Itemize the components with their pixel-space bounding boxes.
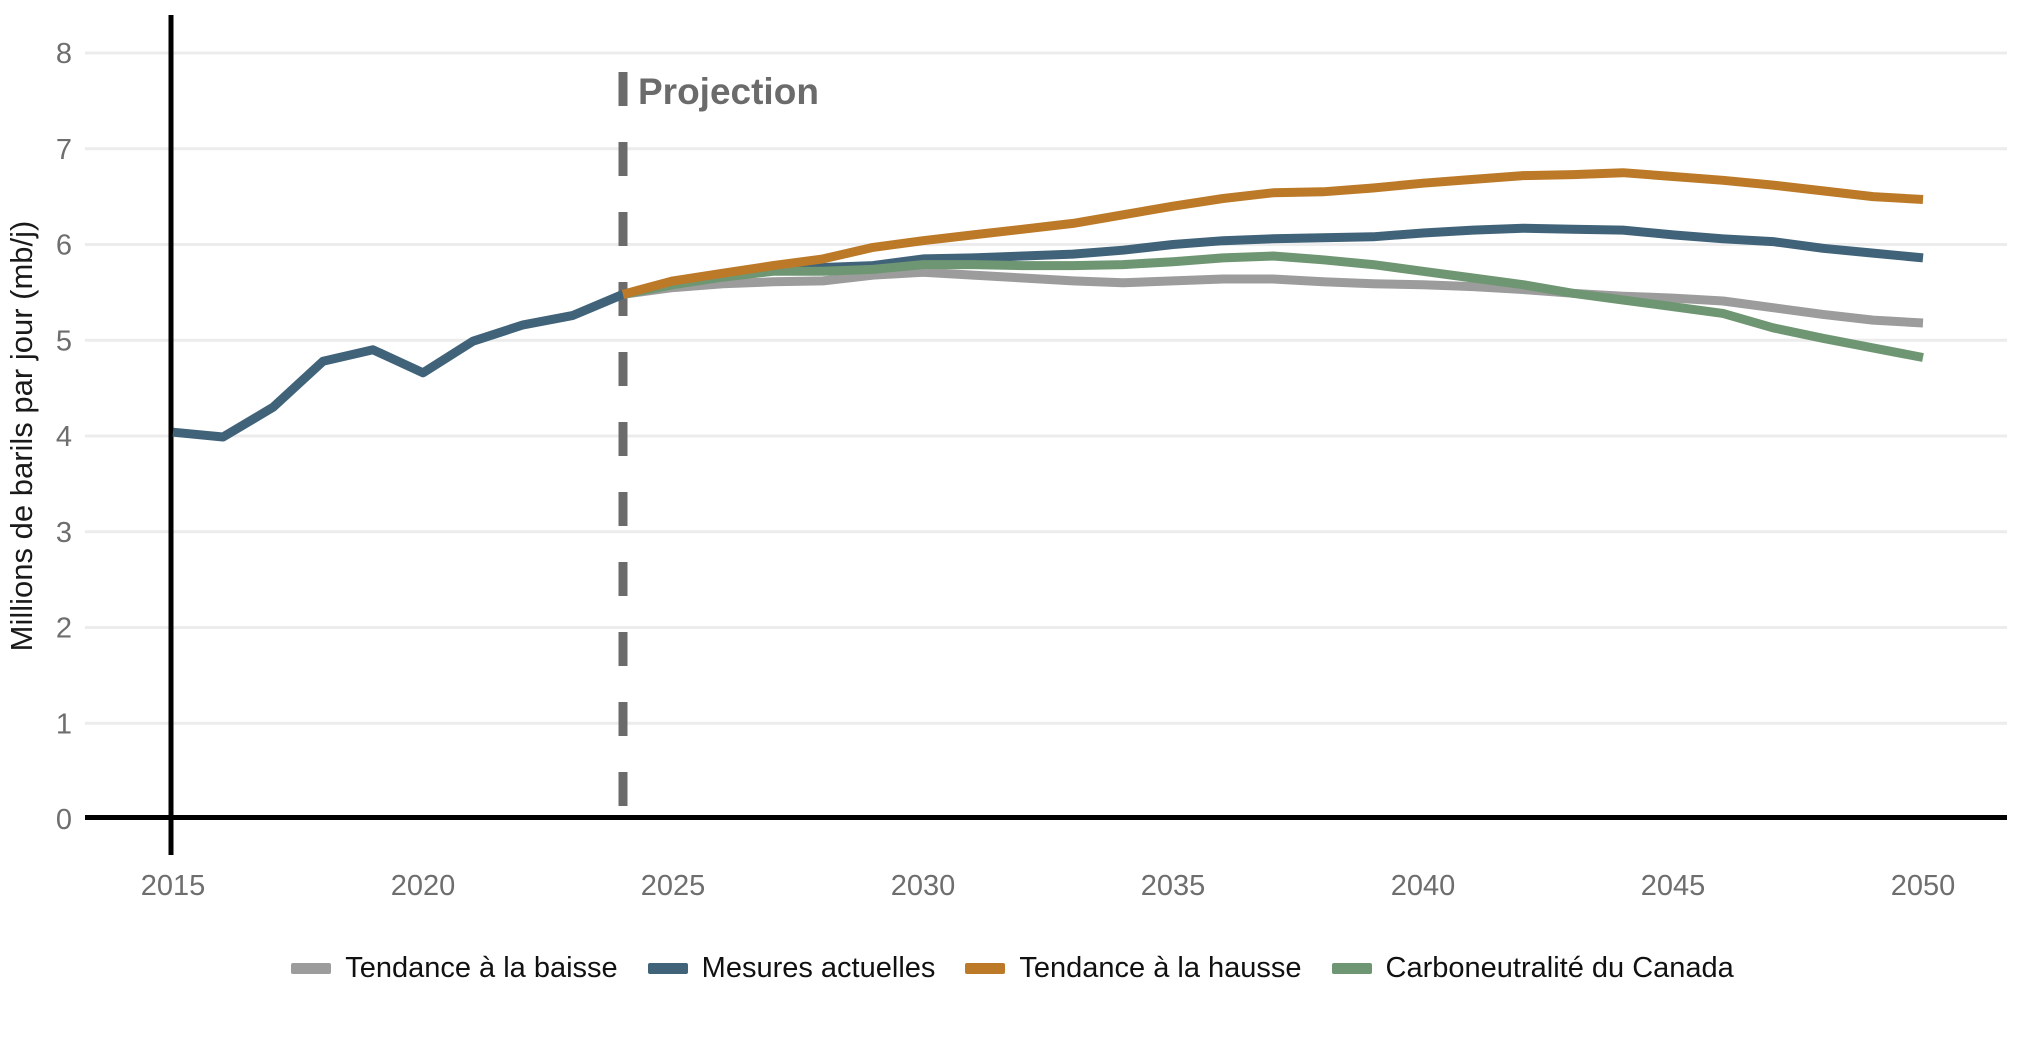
x-tick-label: 2045 [1641, 870, 1706, 902]
series-line-mesures-actuelles [172, 223, 1924, 442]
x-tick-label: 2030 [891, 870, 956, 902]
y-tick-label: 7 [56, 134, 72, 166]
gridlines [85, 51, 2007, 725]
y-tick-label: 2 [56, 613, 72, 645]
x-tick-label: 2040 [1391, 870, 1456, 902]
chart-legend: Tendance à la baisse Mesures actuelles Ten… [0, 952, 2025, 985]
x-tick-label: 2035 [1141, 870, 1206, 902]
x-tick-label: 2020 [391, 870, 456, 902]
legend-swatch-carboneutralite-du-canada [1331, 963, 1372, 974]
legend-item-tendance-a-la-hausse: Tendance à la hausse [965, 952, 1302, 985]
series-line-tendance-a-la-hausse [621, 168, 1924, 299]
series-line-tendance-a-la-baisse [622, 267, 1924, 328]
x-tick-label: 2025 [641, 870, 706, 902]
y-axis-title: Millions de barils par jour (mb/j) [4, 221, 39, 652]
legend-swatch-tendance-a-la-baisse [291, 963, 332, 974]
projection-label: Projection [638, 71, 819, 112]
y-tick-label: 8 [56, 38, 72, 70]
series-lines [172, 168, 1924, 442]
x-tick-label: 2015 [141, 870, 206, 902]
legend-label: Carboneutralité du Canada [1385, 952, 1734, 984]
legend-label: Mesures actuelles [701, 952, 936, 984]
legend-item-carboneutralite-du-canada: Carboneutralité du Canada [1331, 952, 1734, 985]
legend-item-tendance-a-la-baisse: Tendance à la baisse [291, 952, 618, 985]
legend-item-mesures-actuelles: Mesures actuelles [647, 952, 936, 985]
y-tick-label: 3 [56, 517, 72, 549]
legend-swatch-tendance-a-la-hausse [965, 963, 1006, 974]
y-tick-labels: 0 1 2 3 4 5 6 7 8 [56, 38, 72, 836]
legend-swatch-mesures-actuelles [647, 963, 688, 974]
legend-label: Tendance à la hausse [1019, 952, 1302, 984]
x-tick-label: 2050 [1891, 870, 1956, 902]
series-line-carboneutralite-du-canada [622, 251, 1924, 362]
legend-label: Tendance à la baisse [345, 952, 618, 984]
y-tick-label: 0 [56, 804, 72, 836]
y-tick-label: 1 [56, 708, 72, 740]
y-tick-label: 6 [56, 230, 72, 262]
y-tick-label: 4 [56, 421, 72, 453]
y-tick-label: 5 [56, 325, 72, 357]
x-tick-labels: 2015 2020 2025 2030 2035 2040 2045 2050 [141, 870, 1956, 902]
